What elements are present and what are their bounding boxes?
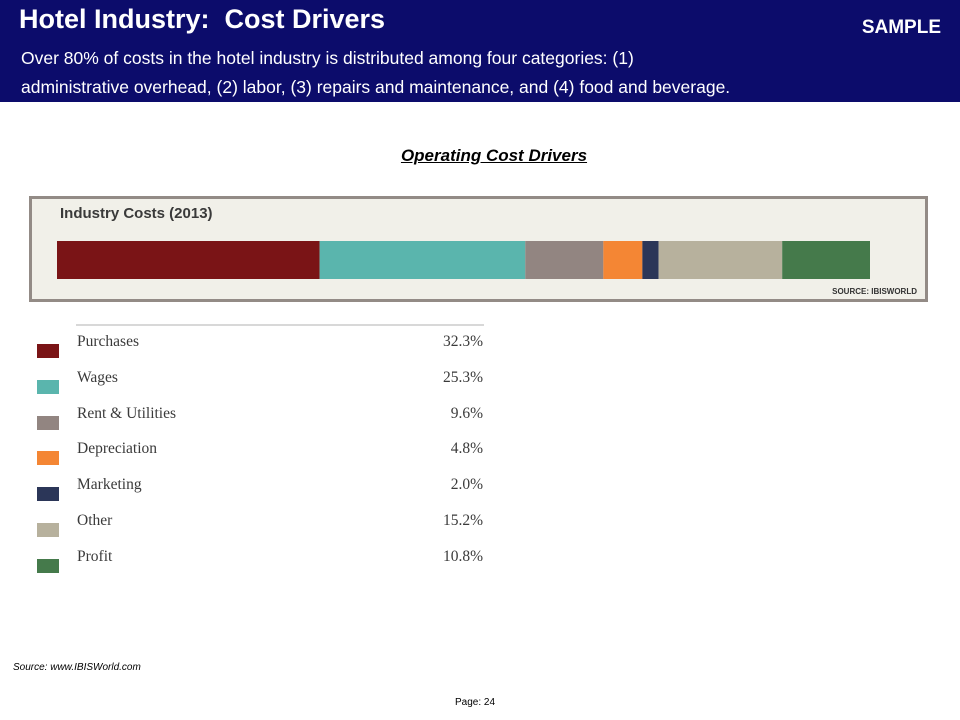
sample-label: SAMPLE <box>861 17 941 38</box>
legend-swatch <box>37 523 59 537</box>
legend-value: 32.3% <box>442 333 483 350</box>
legend-label: Purchases <box>77 333 139 350</box>
industry-costs-chart: Industry Costs (2013) SOURCE: IBISWORLD <box>29 196 928 302</box>
legend-value: 10.8% <box>442 547 483 565</box>
bar-segment-other <box>658 241 783 279</box>
page-number: Page: 24 <box>455 697 496 708</box>
bar-segment-profit <box>782 241 870 279</box>
section-heading: Operating Cost Drivers <box>400 146 588 165</box>
legend-value: 25.3% <box>442 368 483 386</box>
legend-value: 9.6% <box>450 404 483 422</box>
page-subtitle: Over 80% of costs in the hotel industry … <box>21 48 731 97</box>
legend-label: Wages <box>77 368 118 386</box>
legend-swatch <box>37 415 59 430</box>
legend-label: Marketing <box>77 476 142 494</box>
legend-swatch <box>37 344 59 358</box>
bar-segment-purchases <box>57 241 320 279</box>
legend-row: Profit 10.8% <box>0 543 500 579</box>
chart-title: Industry Costs (2013) <box>60 205 213 222</box>
chart-source: SOURCE: IBISWORLD <box>832 287 917 296</box>
legend-value: 4.8% <box>450 440 483 458</box>
legend-label: Profit <box>77 547 113 565</box>
bar-segment-rent-utilities <box>525 241 604 279</box>
footer-source: Source: www.IBISWorld.com <box>13 662 141 673</box>
legend-label: Depreciation <box>77 440 158 458</box>
legend-row: Depreciation 4.8% <box>0 435 500 471</box>
bar-segment-marketing <box>642 241 659 279</box>
legend-row: Wages 25.3% <box>0 364 500 400</box>
legend-swatch <box>37 451 59 466</box>
legend-row: Purchases 32.3% <box>0 328 500 364</box>
bar-segment-depreciation <box>603 241 643 279</box>
legend-value: 15.2% <box>442 512 483 529</box>
stacked-bar-svg <box>57 241 870 279</box>
bar-segment-wages <box>319 241 526 279</box>
legend-label: Rent & Utilities <box>77 404 177 422</box>
legend-swatch <box>37 558 59 573</box>
cost-legend-table: Purchases 32.3% Wages 25.3% Rent & Utilities… <box>0 324 500 579</box>
legend-label: Other <box>77 512 113 529</box>
legend-row: Marketing 2.0% <box>0 471 500 507</box>
legend-swatch <box>37 487 59 502</box>
table-top-rule <box>76 324 484 326</box>
legend-row: Rent & Utilities 9.6% <box>0 400 500 436</box>
legend-value: 2.0% <box>450 476 483 494</box>
legend-row: Other 15.2% <box>0 507 500 543</box>
header-banner: Hotel Industry: Cost Drivers SAMPLE Over… <box>0 0 960 102</box>
legend-swatch <box>37 379 59 394</box>
page-title: Hotel Industry: Cost Drivers <box>19 4 386 34</box>
